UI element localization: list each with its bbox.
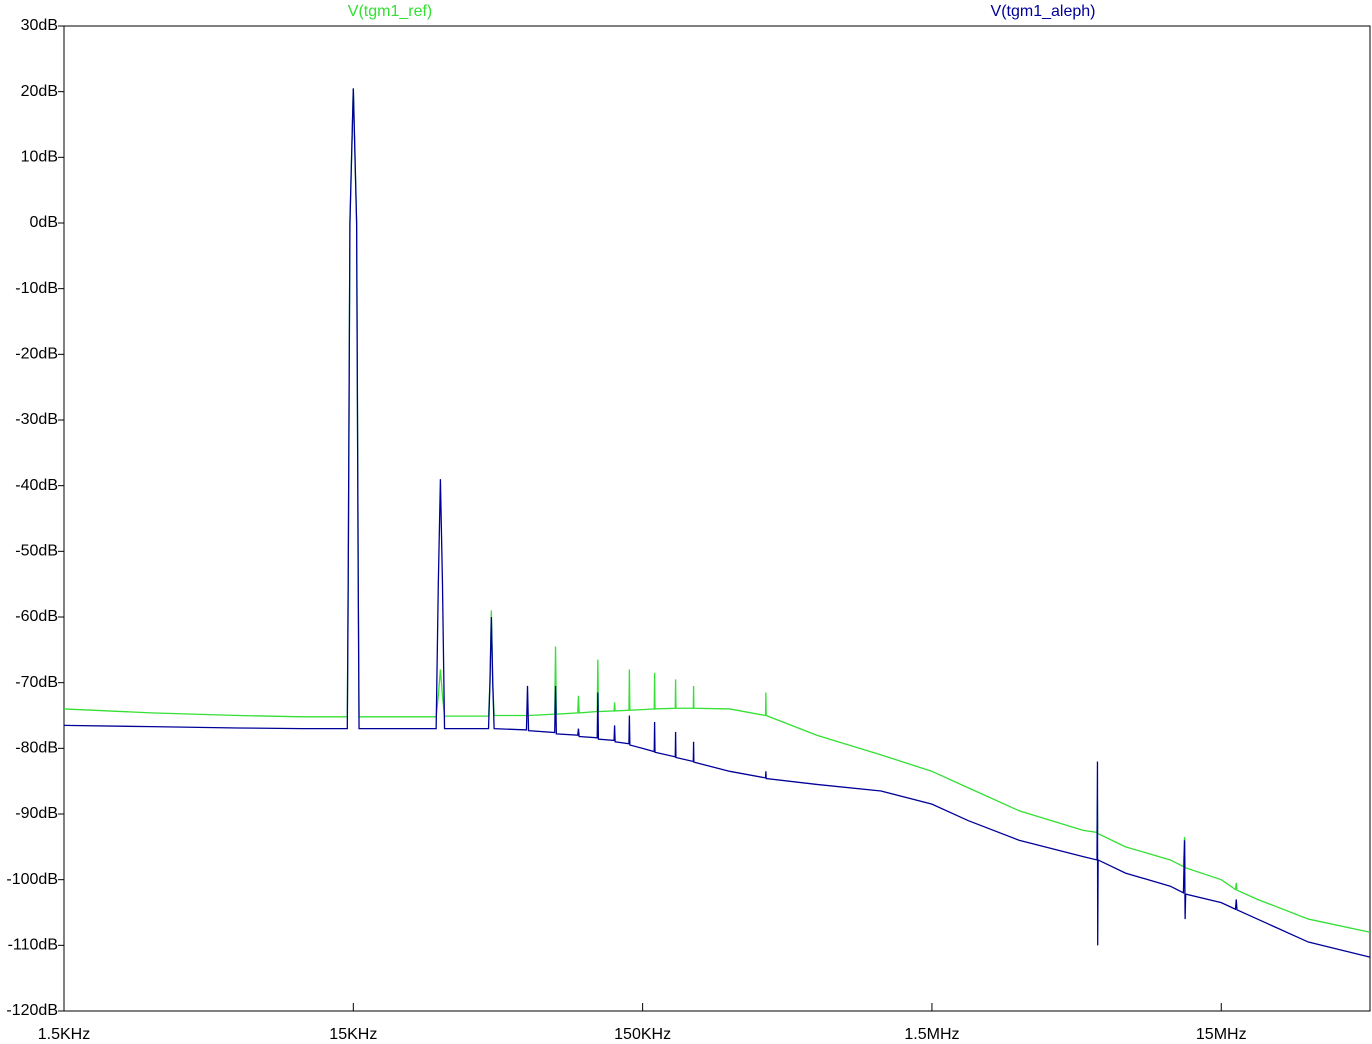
y-tick-label: -30dB [15, 411, 58, 428]
y-tick-label: -110dB [8, 937, 58, 954]
legend-label: V(tgm1_aleph) [991, 3, 1096, 20]
series-line [63, 88, 1371, 933]
series-line [63, 88, 1371, 958]
y-tick-label: 10dB [21, 149, 58, 166]
y-tick-label: -90dB [15, 805, 58, 822]
y-tick-label: -10dB [15, 280, 58, 297]
x-tick-label: 15KHz [329, 1026, 377, 1043]
y-tick-label: 30dB [21, 17, 58, 34]
y-tick-label: -100dB [6, 871, 58, 888]
y-tick-label: -70dB [15, 674, 58, 691]
y-tick-label: -20dB [15, 346, 58, 363]
y-tick-label: -120dB [6, 1002, 58, 1019]
x-tick-label: 15MHz [1196, 1026, 1247, 1043]
y-tick-label: 0dB [30, 214, 58, 231]
plot-frame [63, 25, 1371, 1012]
x-tick-label: 150KHz [614, 1026, 671, 1043]
y-tick-label: -80dB [15, 740, 58, 757]
x-tick-label: 1.5KHz [38, 1026, 90, 1043]
y-tick-label: -60dB [15, 608, 58, 625]
y-tick-label: 20dB [21, 83, 58, 100]
y-tick-label: -50dB [15, 543, 58, 560]
legend-label: V(tgm1_ref) [348, 3, 432, 20]
x-tick-label: 1.5MHz [904, 1026, 959, 1043]
y-tick-label: -40dB [15, 477, 58, 494]
